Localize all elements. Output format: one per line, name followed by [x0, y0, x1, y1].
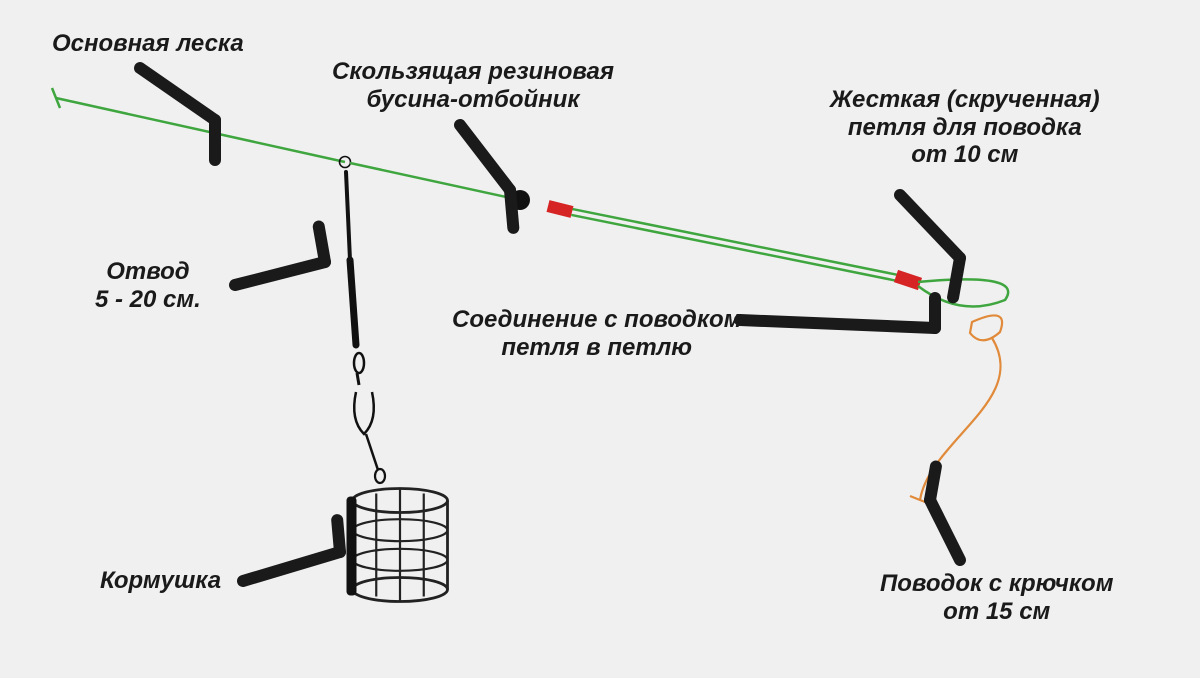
callout-bead — [460, 125, 510, 190]
red-binding-1 — [548, 206, 572, 212]
snap-clip-icon — [354, 392, 374, 434]
swivel-bar — [357, 373, 359, 385]
callout-loopConn — [740, 320, 935, 328]
leash-loop-icon — [970, 315, 1002, 340]
callout-feeder — [243, 552, 340, 581]
dropper-line-mid — [350, 260, 356, 345]
label-leash: Поводок с крючком от 15 см — [880, 570, 1113, 625]
label-feeder: Кормушка — [100, 567, 221, 595]
callout-dropper — [235, 262, 325, 285]
label-bead: Скользящая резиновая бусина-отбойник — [332, 58, 614, 113]
label-loop: Жесткая (скрученная) петля для поводка о… — [830, 86, 1100, 169]
callout-arm-feeder — [337, 520, 340, 552]
callout-mainLine — [140, 68, 215, 120]
label-main-line: Основная леска — [52, 30, 244, 58]
label-dropper: Отвод 5 - 20 см. — [95, 258, 201, 313]
callout-arm-bead — [510, 190, 513, 228]
red-binding-2 — [896, 276, 920, 284]
label-loop-conn: Соединение с поводком петля в петлю — [452, 306, 741, 361]
feeder-ring-icon — [375, 469, 385, 483]
twisted-line-a — [571, 215, 907, 283]
dropper-line-top — [346, 172, 350, 260]
twisted-line-b — [573, 209, 909, 277]
diagram-canvas: Основная леска Скользящая резиновая буси… — [0, 0, 1200, 678]
callout-arm-loop — [953, 258, 960, 297]
callout-leash — [930, 500, 960, 560]
callout-arm-leash — [930, 467, 936, 500]
callout-loop — [900, 195, 960, 258]
callout-arm-dropper — [319, 227, 325, 262]
swivel-top-ring-icon — [354, 353, 364, 373]
feeder-link — [366, 434, 378, 470]
feeder-weight-icon — [347, 497, 357, 596]
